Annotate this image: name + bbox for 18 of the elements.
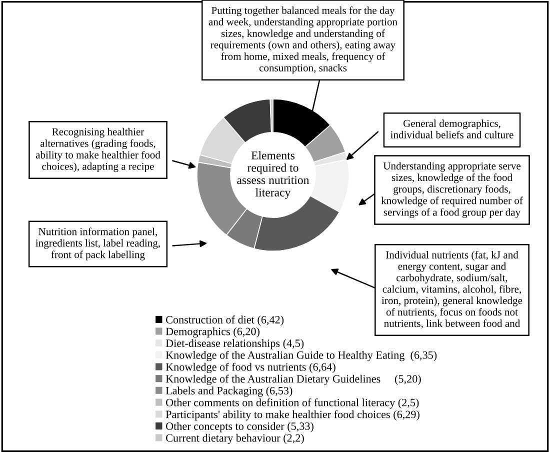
text: Elements required to assess nutrition literacy bbox=[237, 151, 310, 199]
text: Individual nutrients (fat, kJ and energy content, sugar and carbohydrate, sodium/salt, calcium, vitamins, alcohol, fibre, iron, protein), general knowledge of nutrients, focus on foods not nutrients, link between food and bbox=[382, 250, 522, 328]
text: Recognising healthier alternatives (grading foods, ability to make healthier food choices), adapting a recipe bbox=[36, 128, 160, 172]
legend-label: Other concepts to consider (5,33) bbox=[166, 422, 314, 432]
legend-label: Labels and Packaging (6,53) bbox=[166, 386, 292, 397]
legend-label: Knowledge of food vs nutrients (6,64) bbox=[166, 362, 336, 374]
text: General demographics, individual beliefs and culture bbox=[390, 119, 514, 138]
legend-label: Construction of diet (6,42) bbox=[166, 316, 284, 326]
text: Putting together balanced meals for the day and week, understanding appropriate portion sizes, knowledge and understanding of requirements (own and others), eating away from home, mixed meals, frequency of consumption, snacks bbox=[208, 6, 398, 74]
text: Understanding appropriate serve sizes, knowledge of the food groups, discretionary foods, knowledge of required number of servings of a food group per day bbox=[381, 162, 523, 218]
legend-label: Diet-disease relationships (4,5) bbox=[166, 339, 304, 350]
legend-label: Knowledge of the Australian Guide to Healthy Eating (6,35) bbox=[166, 350, 437, 362]
legend-label: Current dietary behaviour (2,2) bbox=[166, 434, 304, 444]
text: Nutrition information panel, ingredients list, label reading, front of pack labelling bbox=[36, 228, 160, 260]
legend-label: Participants' ability to make healthier food choices (6,29) bbox=[166, 410, 420, 420]
legend-label: Other comments on definition of functional literacy (2,5) bbox=[166, 398, 419, 409]
legend-label: Knowledge of the Australian Dietary Guidelines (5,20) bbox=[166, 374, 421, 385]
legend-label: Demographics (6,20) bbox=[166, 327, 260, 338]
